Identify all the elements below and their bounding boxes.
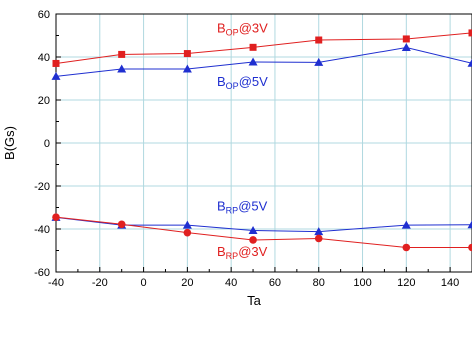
x-tick-label: 140 xyxy=(441,277,459,289)
data-point xyxy=(117,220,126,229)
x-tick-label: 120 xyxy=(397,277,415,289)
data-point xyxy=(468,29,472,37)
data-point xyxy=(467,58,472,67)
y-tick-label: 20 xyxy=(38,95,50,107)
data-point xyxy=(248,226,258,235)
data-point xyxy=(183,50,191,58)
data-point xyxy=(117,64,127,73)
grid xyxy=(56,14,472,272)
y-tick-label: 40 xyxy=(38,52,50,64)
series-label: BRP@5V xyxy=(217,199,268,216)
data-point xyxy=(402,35,410,43)
data-point xyxy=(249,43,257,51)
data-point xyxy=(401,43,411,52)
x-tick-label: 60 xyxy=(269,277,281,289)
x-tick-label: 0 xyxy=(141,277,147,289)
data-point xyxy=(467,220,472,229)
data-point xyxy=(314,234,323,243)
data-point xyxy=(314,57,324,66)
data-point xyxy=(118,50,126,58)
series-label: BOP@5V xyxy=(217,74,268,91)
data-point xyxy=(468,243,472,252)
x-tick-label: 40 xyxy=(225,277,237,289)
x-tick-label: -20 xyxy=(92,277,108,289)
y-tick-label: -40 xyxy=(34,224,50,236)
series-labels: BOP@3V BOP@5V BRP@5V BRP@3V xyxy=(217,20,268,261)
data-point xyxy=(248,57,258,66)
data-point xyxy=(402,243,411,252)
series-label: BRP@3V xyxy=(217,244,268,261)
data-point xyxy=(51,71,61,80)
x-tick-label: -40 xyxy=(48,277,64,289)
data-point xyxy=(249,236,257,244)
y-tick-label: 0 xyxy=(44,138,50,150)
y-tick-label: -20 xyxy=(34,181,50,193)
data-point xyxy=(314,227,324,236)
y-tick-label: 60 xyxy=(38,9,50,21)
series-label: BOP@3V xyxy=(217,20,268,37)
data-point xyxy=(182,220,192,229)
y-tick-label: -60 xyxy=(34,267,50,279)
data-point xyxy=(52,59,60,67)
data-point xyxy=(182,64,192,73)
data-point xyxy=(52,213,60,221)
x-axis-label: Ta xyxy=(247,293,262,308)
series-layer xyxy=(51,29,472,252)
x-tick-label: 20 xyxy=(181,277,193,289)
data-point xyxy=(401,220,411,229)
x-tick-label: 80 xyxy=(313,277,325,289)
data-point xyxy=(183,228,192,237)
data-point xyxy=(315,36,323,44)
y-axis-label: B(Gs) xyxy=(2,126,17,160)
x-tick-label: 100 xyxy=(353,277,371,289)
